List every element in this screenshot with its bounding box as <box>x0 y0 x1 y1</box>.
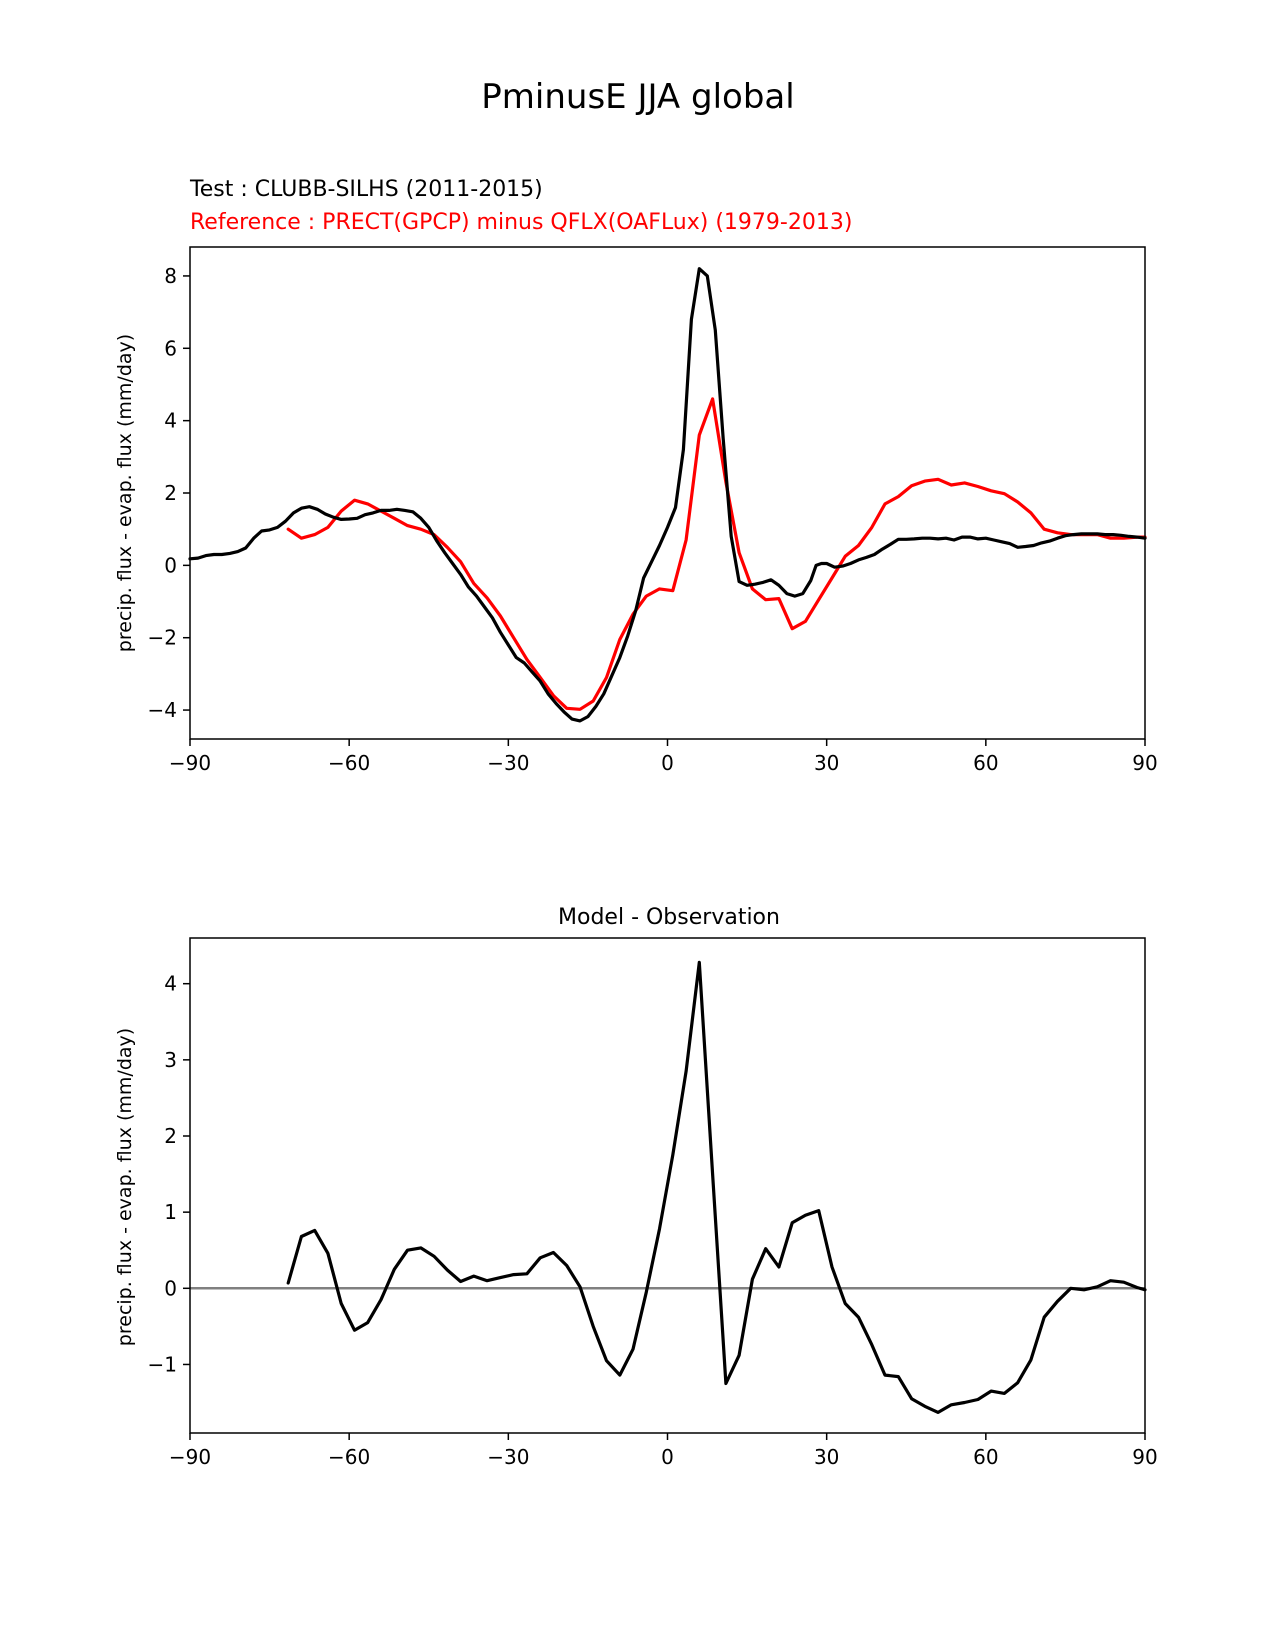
top-xtick-label: −60 <box>328 751 370 775</box>
top-xtick-label: 30 <box>814 751 839 775</box>
bottom-xtick-label: 0 <box>661 1445 674 1469</box>
top-chart-ylabel: precip. flux - evap. flux (mm/day) <box>114 334 136 652</box>
bottom-chart-title: Model - Observation <box>558 905 780 930</box>
bottom-series-line-0 <box>286 960 1147 1415</box>
bottom-xtick-label: −60 <box>328 1445 370 1469</box>
top-series-line-1 <box>188 267 1147 723</box>
top-ytick-label: 4 <box>164 409 177 433</box>
bottom-xtick-label: −30 <box>487 1445 529 1469</box>
top-xtick-label: 0 <box>661 751 674 775</box>
top-ytick-label: 6 <box>164 336 177 360</box>
top-chart-plot-area: −90 −60 −30 0 30 60 90 −4 −2 0 2 4 6 8 <box>148 246 1158 775</box>
bottom-ytick-label: −1 <box>148 1352 177 1376</box>
bottom-ytick-label: 1 <box>164 1200 177 1224</box>
top-ytick-label: −4 <box>148 698 177 722</box>
top-series-line-0 <box>286 397 1147 711</box>
top-ytick-label: 0 <box>164 553 177 577</box>
bottom-chart-ylabel: precip. flux - evap. flux (mm/day) <box>114 1028 136 1346</box>
bottom-ytick-label: 2 <box>164 1124 177 1148</box>
top-xtick-label: −30 <box>487 751 529 775</box>
top-ytick-label: 2 <box>164 481 177 505</box>
top-chart: Test : CLUBB-SILHS (2011-2015) Reference… <box>114 177 1158 775</box>
bottom-ytick-label: 4 <box>164 972 177 996</box>
bottom-ytick-label: 0 <box>164 1276 177 1300</box>
top-xtick-label: 90 <box>1132 751 1157 775</box>
top-chart-reference-title: Reference : PRECT(GPCP) minus QFLX(OAFLu… <box>190 210 852 235</box>
bottom-xtick-label: 30 <box>814 1445 839 1469</box>
bottom-ytick-label: 3 <box>164 1048 177 1072</box>
bottom-chart: Model - Observation precip. flux - evap.… <box>114 905 1158 1469</box>
bottom-xtick-label: −90 <box>169 1445 211 1469</box>
top-chart-test-title: Test : CLUBB-SILHS (2011-2015) <box>189 177 543 202</box>
bottom-chart-plot-area: −90 −60 −30 0 30 60 90 −1 0 1 2 3 4 <box>148 937 1158 1469</box>
figure-title: PminusE JJA global <box>481 77 794 117</box>
bottom-xtick-label: 60 <box>973 1445 998 1469</box>
bottom-xtick-label: 90 <box>1132 1445 1157 1469</box>
top-xtick-label: −90 <box>169 751 211 775</box>
top-ytick-label: −2 <box>148 626 177 650</box>
top-ytick-label: 8 <box>164 264 177 288</box>
top-xtick-label: 60 <box>973 751 998 775</box>
